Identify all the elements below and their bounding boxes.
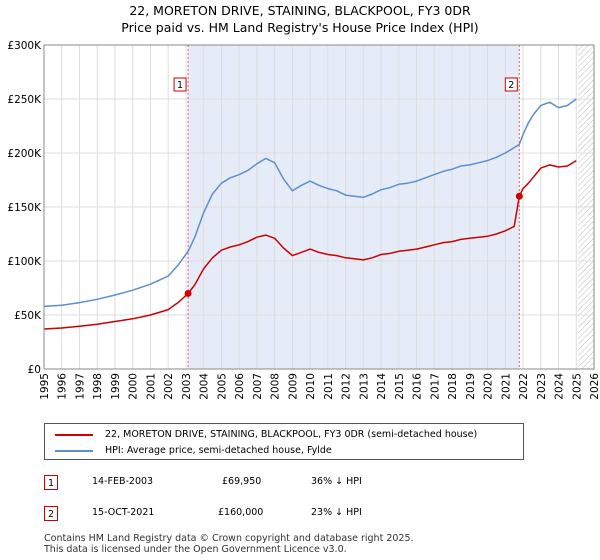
x-tick-label: 2009 xyxy=(287,373,299,400)
y-tick-label: £150K xyxy=(7,202,42,214)
legend-label-property: 22, MORETON DRIVE, STAINING, BLACKPOOL, … xyxy=(105,429,478,440)
x-tick-label: 2015 xyxy=(394,373,406,400)
legend-swatch-red xyxy=(55,433,93,436)
chart-title-block: 22, MORETON DRIVE, STAINING, BLACKPOOL, … xyxy=(0,2,600,36)
sale-label-box xyxy=(504,77,518,92)
transaction-price: £69,950 xyxy=(222,476,262,487)
transaction-date: 15-OCT-2021 xyxy=(92,507,155,518)
x-tick-label: 1999 xyxy=(110,373,122,400)
x-tick-label: 2005 xyxy=(216,373,228,400)
legend-item-property: 22, MORETON DRIVE, STAINING, BLACKPOOL, … xyxy=(55,429,477,440)
plot-frame xyxy=(43,44,595,370)
x-tick-label: 2002 xyxy=(163,373,175,400)
x-tick-label: 2020 xyxy=(483,373,495,400)
x-tick-label: 2000 xyxy=(128,373,140,400)
chart-title: 22, MORETON DRIVE, STAINING, BLACKPOOL, … xyxy=(129,3,471,18)
x-tick-label: 2011 xyxy=(323,373,335,400)
x-tick-label: 2006 xyxy=(234,373,246,400)
x-tick-label: 2003 xyxy=(181,373,193,400)
x-tick-label: 2014 xyxy=(376,373,388,400)
x-tick-label: 2013 xyxy=(358,373,370,400)
x-tick-label: 2023 xyxy=(536,373,548,400)
y-tick-label: £0 xyxy=(28,364,41,376)
x-tick-label: 2019 xyxy=(465,373,477,400)
x-tick-label: 1995 xyxy=(39,373,51,400)
y-tick-label: £100K xyxy=(7,256,42,268)
footer-licence: This data is licensed under the Open Gov… xyxy=(44,544,347,555)
hpi-line xyxy=(43,98,577,308)
legend-swatch-blue xyxy=(55,449,93,452)
x-tick-label: 2007 xyxy=(252,373,264,400)
legend-item-hpi: HPI: Average price, semi-detached house,… xyxy=(55,445,332,456)
x-tick-label: 2021 xyxy=(500,373,512,400)
x-tick-label: 2017 xyxy=(429,373,441,400)
x-tick-label: 2026 xyxy=(589,373,600,400)
transaction-date: 14-FEB-2003 xyxy=(92,476,154,487)
transaction-hpi-diff: 23% ↓ HPI xyxy=(311,507,362,518)
x-tick-label: 2024 xyxy=(554,373,566,400)
sale-label-number: 2 xyxy=(508,80,514,91)
x-tick-label: 2004 xyxy=(199,373,211,400)
legend: 22, MORETON DRIVE, STAINING, BLACKPOOL, … xyxy=(44,423,524,460)
transaction-hpi-diff: 36% ↓ HPI xyxy=(311,476,362,487)
x-tick-label: 1996 xyxy=(57,373,69,400)
x-tick-label: 2010 xyxy=(305,373,317,400)
x-tick-label: 2001 xyxy=(145,373,157,400)
x-tick-label: 2025 xyxy=(571,373,583,400)
transaction-price: £160,000 xyxy=(218,507,264,518)
legend-label-hpi: HPI: Average price, semi-detached house,… xyxy=(105,445,332,456)
y-tick-label: £250K xyxy=(7,94,42,106)
y-tick-label: £50K xyxy=(14,310,42,322)
y-tick-label: £200K xyxy=(7,148,42,160)
x-tick-label: 2022 xyxy=(518,373,530,400)
sale-label-number: 1 xyxy=(177,80,183,91)
sale-point xyxy=(515,192,523,200)
x-tick-label: 2012 xyxy=(341,373,353,400)
footer: Contains HM Land Registry data © Crown c… xyxy=(44,533,414,555)
x-tick-label: 1998 xyxy=(92,373,104,400)
chart-subtitle: Price paid vs. HM Land Registry's House … xyxy=(121,20,479,35)
y-tick-label: £300K xyxy=(7,40,42,52)
x-tick-label: 1997 xyxy=(74,373,86,400)
sale-point xyxy=(184,289,192,297)
transaction-number-badge: 1 xyxy=(44,475,58,490)
transaction-number-badge: 2 xyxy=(44,506,58,521)
sale-label-box xyxy=(173,77,187,92)
x-tick-label: 2008 xyxy=(270,373,282,400)
axes: 1995 1996 1997 1998 1999 2000 2001 2002 2003 2004… xyxy=(7,40,600,400)
footer-copyright: Contains HM Land Registry data © Crown c… xyxy=(44,533,414,544)
x-tick-label: 2018 xyxy=(447,373,459,400)
x-tick-label: 2016 xyxy=(412,373,424,400)
